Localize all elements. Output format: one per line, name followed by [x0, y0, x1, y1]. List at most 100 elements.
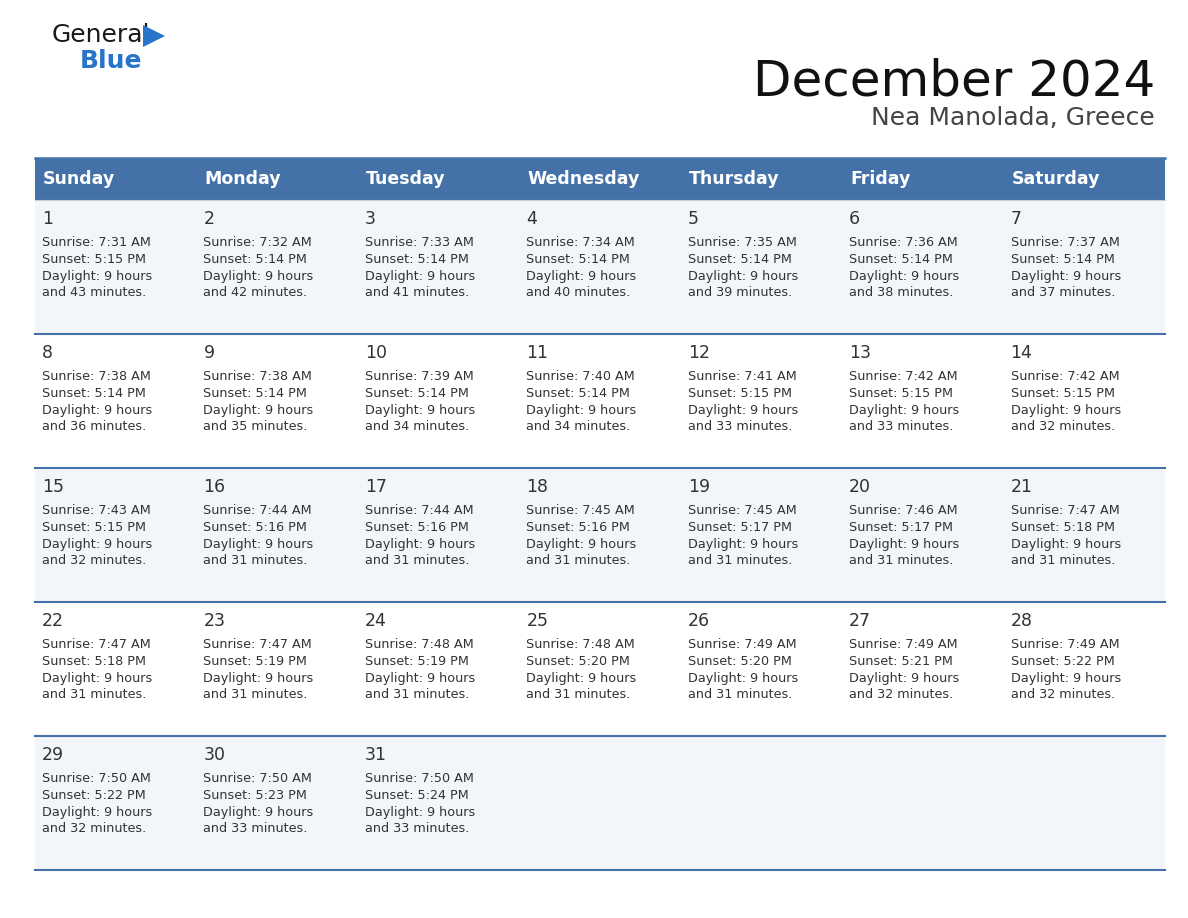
- Text: 3: 3: [365, 210, 375, 228]
- Text: Sunset: 5:18 PM: Sunset: 5:18 PM: [1011, 521, 1114, 534]
- Polygon shape: [143, 25, 165, 47]
- Text: Sunset: 5:19 PM: Sunset: 5:19 PM: [203, 655, 308, 668]
- Text: Daylight: 9 hours: Daylight: 9 hours: [1011, 270, 1120, 283]
- Text: and 32 minutes.: and 32 minutes.: [1011, 420, 1114, 433]
- Text: Sunrise: 7:50 AM: Sunrise: 7:50 AM: [42, 772, 151, 785]
- Text: and 32 minutes.: and 32 minutes.: [849, 688, 954, 701]
- Text: and 41 minutes.: and 41 minutes.: [365, 286, 469, 299]
- Text: and 37 minutes.: and 37 minutes.: [1011, 286, 1116, 299]
- Text: 1: 1: [42, 210, 53, 228]
- Text: Wednesday: Wednesday: [527, 170, 639, 188]
- Text: 5: 5: [688, 210, 699, 228]
- Bar: [34, 736, 1165, 870]
- Text: Sunrise: 7:39 AM: Sunrise: 7:39 AM: [365, 370, 474, 383]
- Text: 22: 22: [42, 612, 64, 630]
- Text: Daylight: 9 hours: Daylight: 9 hours: [203, 270, 314, 283]
- Text: Tuesday: Tuesday: [366, 170, 446, 188]
- Text: Sunrise: 7:35 AM: Sunrise: 7:35 AM: [688, 236, 797, 249]
- Bar: [34, 200, 1165, 334]
- Text: and 31 minutes.: and 31 minutes.: [688, 554, 792, 567]
- Text: 17: 17: [365, 478, 387, 496]
- Text: Sunset: 5:16 PM: Sunset: 5:16 PM: [203, 521, 308, 534]
- Bar: [34, 334, 1165, 468]
- Text: and 38 minutes.: and 38 minutes.: [849, 286, 954, 299]
- Text: Sunrise: 7:44 AM: Sunrise: 7:44 AM: [365, 504, 474, 517]
- Text: and 31 minutes.: and 31 minutes.: [365, 688, 469, 701]
- Text: Daylight: 9 hours: Daylight: 9 hours: [526, 270, 637, 283]
- Text: Sunset: 5:14 PM: Sunset: 5:14 PM: [688, 253, 791, 266]
- Text: Sunrise: 7:42 AM: Sunrise: 7:42 AM: [849, 370, 958, 383]
- Text: Sunrise: 7:40 AM: Sunrise: 7:40 AM: [526, 370, 636, 383]
- Text: Daylight: 9 hours: Daylight: 9 hours: [1011, 538, 1120, 551]
- Text: Daylight: 9 hours: Daylight: 9 hours: [688, 672, 798, 685]
- Text: and 34 minutes.: and 34 minutes.: [365, 420, 469, 433]
- Text: and 33 minutes.: and 33 minutes.: [688, 420, 792, 433]
- Text: Sunset: 5:14 PM: Sunset: 5:14 PM: [526, 253, 630, 266]
- Text: 27: 27: [849, 612, 871, 630]
- Text: Sunset: 5:15 PM: Sunset: 5:15 PM: [42, 521, 146, 534]
- Text: Sunrise: 7:49 AM: Sunrise: 7:49 AM: [688, 638, 796, 651]
- Text: Sunrise: 7:31 AM: Sunrise: 7:31 AM: [42, 236, 151, 249]
- Text: Daylight: 9 hours: Daylight: 9 hours: [203, 806, 314, 819]
- Text: 28: 28: [1011, 612, 1032, 630]
- Text: 31: 31: [365, 746, 387, 764]
- Text: Daylight: 9 hours: Daylight: 9 hours: [1011, 672, 1120, 685]
- Text: December 2024: December 2024: [753, 58, 1155, 106]
- Text: and 33 minutes.: and 33 minutes.: [203, 822, 308, 835]
- Text: Daylight: 9 hours: Daylight: 9 hours: [849, 672, 960, 685]
- Text: Sunrise: 7:48 AM: Sunrise: 7:48 AM: [526, 638, 636, 651]
- Text: 21: 21: [1011, 478, 1032, 496]
- Text: and 31 minutes.: and 31 minutes.: [526, 554, 631, 567]
- Text: Sunset: 5:24 PM: Sunset: 5:24 PM: [365, 789, 468, 802]
- Text: Sunset: 5:14 PM: Sunset: 5:14 PM: [526, 387, 630, 400]
- Text: Daylight: 9 hours: Daylight: 9 hours: [365, 538, 475, 551]
- Text: 9: 9: [203, 344, 215, 362]
- Text: Monday: Monday: [204, 170, 282, 188]
- Text: Daylight: 9 hours: Daylight: 9 hours: [365, 672, 475, 685]
- Text: Daylight: 9 hours: Daylight: 9 hours: [42, 538, 152, 551]
- Text: Sunset: 5:16 PM: Sunset: 5:16 PM: [365, 521, 469, 534]
- Text: Daylight: 9 hours: Daylight: 9 hours: [42, 806, 152, 819]
- Text: Sunset: 5:15 PM: Sunset: 5:15 PM: [42, 253, 146, 266]
- Text: Sunrise: 7:44 AM: Sunrise: 7:44 AM: [203, 504, 312, 517]
- Text: Sunrise: 7:36 AM: Sunrise: 7:36 AM: [849, 236, 958, 249]
- Text: General: General: [52, 23, 151, 47]
- Text: and 31 minutes.: and 31 minutes.: [42, 688, 146, 701]
- Text: Daylight: 9 hours: Daylight: 9 hours: [365, 404, 475, 417]
- Text: Daylight: 9 hours: Daylight: 9 hours: [526, 672, 637, 685]
- Text: 13: 13: [849, 344, 871, 362]
- Text: Sunrise: 7:47 AM: Sunrise: 7:47 AM: [203, 638, 312, 651]
- Text: Sunset: 5:16 PM: Sunset: 5:16 PM: [526, 521, 630, 534]
- Text: and 31 minutes.: and 31 minutes.: [203, 554, 308, 567]
- Text: and 42 minutes.: and 42 minutes.: [203, 286, 308, 299]
- Text: Sunrise: 7:50 AM: Sunrise: 7:50 AM: [365, 772, 474, 785]
- Text: 2: 2: [203, 210, 214, 228]
- Text: Saturday: Saturday: [1011, 170, 1100, 188]
- Text: and 35 minutes.: and 35 minutes.: [203, 420, 308, 433]
- Text: 30: 30: [203, 746, 226, 764]
- Text: 8: 8: [42, 344, 53, 362]
- Text: Sunrise: 7:46 AM: Sunrise: 7:46 AM: [849, 504, 958, 517]
- Text: Sunset: 5:17 PM: Sunset: 5:17 PM: [688, 521, 791, 534]
- Text: Daylight: 9 hours: Daylight: 9 hours: [849, 404, 960, 417]
- Text: Sunset: 5:19 PM: Sunset: 5:19 PM: [365, 655, 469, 668]
- Text: Sunrise: 7:45 AM: Sunrise: 7:45 AM: [688, 504, 796, 517]
- Text: 12: 12: [688, 344, 709, 362]
- Text: Daylight: 9 hours: Daylight: 9 hours: [526, 404, 637, 417]
- Text: Daylight: 9 hours: Daylight: 9 hours: [42, 404, 152, 417]
- Text: Sunrise: 7:47 AM: Sunrise: 7:47 AM: [1011, 504, 1119, 517]
- Text: and 40 minutes.: and 40 minutes.: [526, 286, 631, 299]
- Text: Sunset: 5:18 PM: Sunset: 5:18 PM: [42, 655, 146, 668]
- Text: and 31 minutes.: and 31 minutes.: [849, 554, 954, 567]
- Text: Friday: Friday: [851, 170, 910, 188]
- Text: Sunset: 5:14 PM: Sunset: 5:14 PM: [365, 253, 469, 266]
- Text: and 32 minutes.: and 32 minutes.: [1011, 688, 1114, 701]
- Text: Daylight: 9 hours: Daylight: 9 hours: [42, 270, 152, 283]
- Text: and 39 minutes.: and 39 minutes.: [688, 286, 792, 299]
- Text: Sunset: 5:14 PM: Sunset: 5:14 PM: [849, 253, 953, 266]
- Bar: [34, 468, 1165, 602]
- Text: Sunrise: 7:48 AM: Sunrise: 7:48 AM: [365, 638, 474, 651]
- Text: and 32 minutes.: and 32 minutes.: [42, 554, 146, 567]
- Text: Sunday: Sunday: [43, 170, 115, 188]
- Text: Sunset: 5:14 PM: Sunset: 5:14 PM: [203, 387, 308, 400]
